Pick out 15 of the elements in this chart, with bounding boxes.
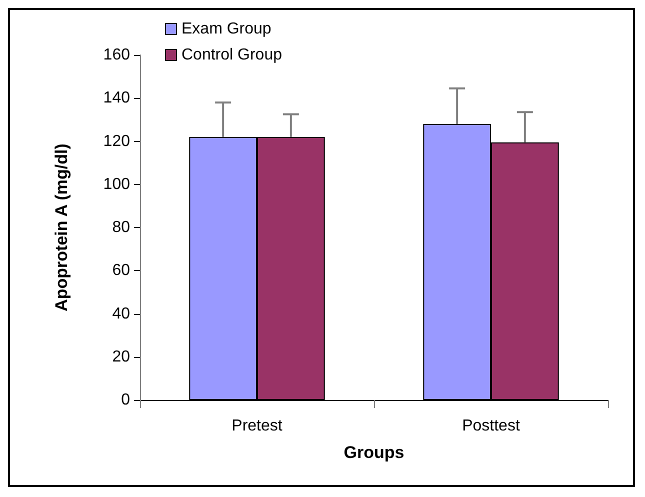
y-tick-label: 100 <box>103 176 130 193</box>
legend-label: Exam Group <box>182 20 272 38</box>
y-tick-label: 140 <box>103 90 130 107</box>
y-tick-label: 80 <box>112 219 130 236</box>
y-tick-label: 120 <box>103 132 130 150</box>
y-tick-label: 40 <box>112 305 130 322</box>
y-tick-label: 60 <box>112 262 130 280</box>
x-axis-title: Groups <box>344 443 404 462</box>
legend-label: Control Group <box>182 46 282 64</box>
y-tick-label: 0 <box>121 392 130 408</box>
y-axis-title: Apoprotein A (mg/dl) <box>52 144 71 312</box>
y-tick-label: 20 <box>112 348 130 366</box>
x-tick-label: Posttest <box>462 418 520 434</box>
y-tick-label: 160 <box>103 46 130 64</box>
x-tick-label: Pretest <box>232 418 283 434</box>
